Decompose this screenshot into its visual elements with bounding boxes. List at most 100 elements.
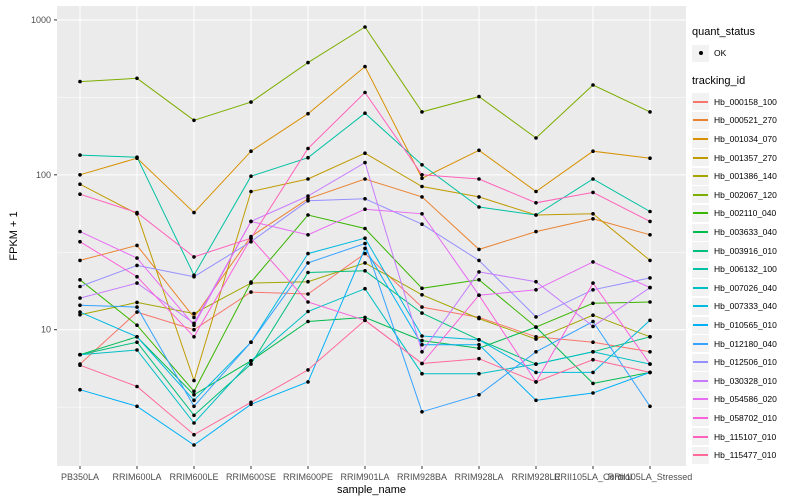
x-tick-label: RRIM600LA (112, 472, 161, 482)
x-tick-label: RRII105LA_Stressed (608, 472, 693, 482)
data-point (591, 149, 595, 153)
data-point (534, 201, 538, 205)
data-point (420, 184, 424, 189)
legend-item-Hb_012180_040: Hb_012180_040 (692, 334, 800, 353)
legend-item-label: Hb_003916_010 (714, 245, 777, 256)
data-point (420, 163, 424, 167)
data-point (648, 233, 652, 237)
data-point (249, 239, 253, 244)
data-point (135, 348, 139, 352)
data-point (192, 398, 196, 403)
legend-key-line (692, 390, 709, 408)
legend-item-label: OK (714, 48, 727, 59)
data-point (591, 212, 595, 216)
line-swatch-icon (693, 156, 708, 159)
data-point (306, 279, 310, 284)
data-point (135, 384, 139, 389)
legend-key-line (692, 260, 709, 278)
data-point (648, 350, 652, 354)
data-point (591, 281, 595, 285)
legend-key-line (692, 93, 709, 111)
legend-item-label: Hb_002067_120 (714, 189, 777, 200)
data-point (363, 151, 367, 155)
data-point (306, 60, 310, 65)
data-point (306, 233, 310, 237)
data-point (78, 192, 82, 196)
data-point (477, 356, 481, 361)
data-point (306, 261, 310, 265)
line-swatch-icon (693, 342, 708, 345)
data-point (591, 177, 595, 181)
data-point (477, 278, 481, 282)
data-point (534, 229, 538, 234)
data-point (135, 340, 139, 345)
legend-item-label: Hb_001386_140 (714, 171, 777, 182)
data-point (477, 393, 481, 397)
line-swatch-icon (693, 379, 708, 382)
legend-item-Hb_007333_040: Hb_007333_040 (692, 297, 800, 316)
data-point (648, 110, 652, 114)
data-point (78, 352, 82, 357)
legend-title-quant-status: quant_status (692, 26, 755, 38)
data-point (306, 199, 310, 203)
legend-item-label: Hb_012180_040 (714, 338, 777, 349)
line-swatch-icon (693, 212, 708, 215)
data-point (477, 148, 481, 153)
legend-item-Hb_115477_010: Hb_115477_010 (692, 446, 800, 465)
data-point (192, 118, 196, 123)
x-tick-label: PB350LA (61, 472, 99, 482)
data-point (306, 309, 310, 314)
data-point (306, 319, 310, 324)
data-point (363, 318, 367, 323)
data-point (591, 319, 595, 324)
data-point (135, 310, 139, 314)
data-point (648, 285, 652, 290)
line-swatch-icon (693, 454, 708, 457)
data-point (192, 315, 196, 320)
data-point (477, 247, 481, 252)
data-point (534, 189, 538, 194)
legend-key-line (692, 223, 709, 241)
legend-item-Hb_012506_010: Hb_012506_010 (692, 353, 800, 372)
data-point (135, 323, 139, 328)
legend-key-line (692, 149, 709, 167)
line-swatch-icon (693, 193, 708, 196)
data-point (135, 274, 139, 279)
legend-key-line (692, 335, 709, 353)
data-point (648, 370, 652, 375)
line-swatch-icon (693, 100, 708, 103)
data-point (420, 350, 424, 354)
data-point (648, 276, 652, 280)
line-swatch-icon (693, 286, 708, 289)
data-point (534, 213, 538, 217)
data-point (591, 324, 595, 329)
x-tick-label: RRIM928BA (397, 472, 447, 482)
data-point (306, 194, 310, 198)
data-point (591, 217, 595, 221)
legend-key-line (692, 279, 709, 297)
data-point (477, 177, 481, 181)
data-point (477, 195, 481, 199)
legend-key-line (692, 167, 709, 185)
legend-key-line (692, 204, 709, 222)
data-point (477, 258, 481, 263)
data-point (306, 251, 310, 256)
data-point (363, 177, 367, 181)
legend-item-Hb_007026_040: Hb_007026_040 (692, 279, 800, 298)
legend-item-Hb_030328_010: Hb_030328_010 (692, 372, 800, 391)
data-point (135, 263, 139, 268)
data-point (249, 189, 253, 194)
data-point (135, 210, 139, 215)
data-point (135, 305, 139, 309)
legend-item-label: Hb_115477_010 (714, 450, 777, 461)
data-point (192, 404, 196, 409)
data-point (534, 325, 538, 329)
data-point (249, 400, 253, 405)
data-point (78, 239, 82, 244)
data-point (648, 318, 652, 323)
legend-key-line (692, 242, 709, 260)
legend-item-Hb_003633_040: Hb_003633_040 (692, 223, 800, 242)
data-point (648, 335, 652, 339)
data-point (534, 136, 538, 140)
